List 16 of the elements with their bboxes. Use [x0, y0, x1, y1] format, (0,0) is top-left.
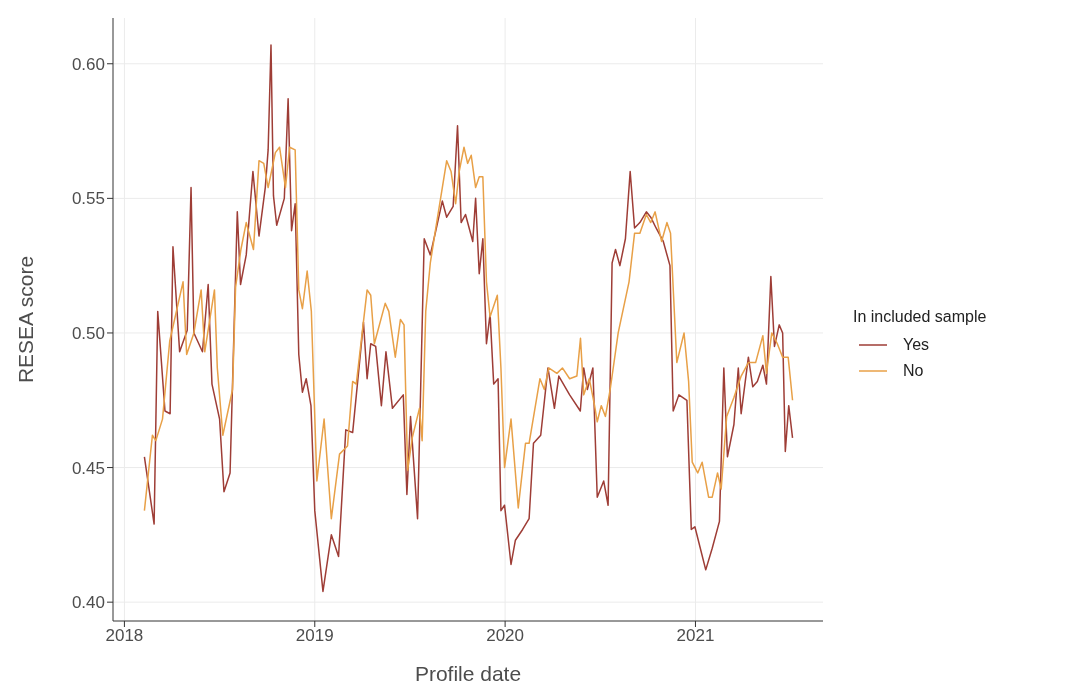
y-axis-title: RESEA score	[14, 255, 38, 384]
y-tick-label: 0.55	[71, 189, 105, 209]
x-axis-title: Profile date	[414, 662, 522, 685]
x-tick-label: 2020	[486, 626, 525, 646]
y-tick-label: 0.40	[71, 593, 105, 613]
line-series	[143, 146, 794, 520]
legend-title: In included sample	[853, 308, 988, 326]
x-tick-label: 2019	[295, 626, 334, 646]
x-tick-label: 2018	[105, 626, 144, 646]
y-tick-label: 0.60	[71, 54, 105, 74]
x-tick-label: 2021	[676, 626, 715, 646]
legend-label: No	[903, 362, 924, 380]
line-series	[143, 44, 794, 593]
y-tick-label: 0.45	[71, 458, 105, 478]
y-tick-label: 0.50	[71, 323, 105, 343]
legend-label: Yes	[903, 336, 930, 354]
